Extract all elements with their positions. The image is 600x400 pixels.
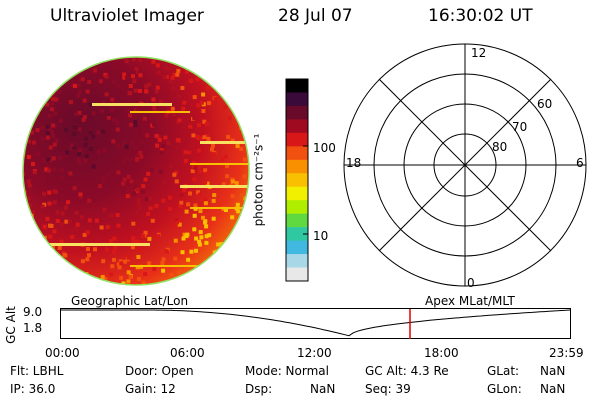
dsp-value: NaN [310,382,336,396]
colorbar-unit-label: photon cm⁻²s⁻¹ [251,133,266,227]
timeline-left-label: Geographic Lat/Lon [71,294,189,308]
lat-label-70: 70 [512,120,528,134]
colorbar-tick-10: 10 [313,229,329,243]
imager-title: Ultraviolet Imager [50,6,204,26]
colorbar-tick-100: 100 [313,141,336,155]
timeline-xtick-0000: 00:00 [45,346,80,360]
lat-label-80: 80 [492,140,508,154]
timeline-xtick-2359: 23:59 [549,346,584,360]
date-label: 28 Jul 07 [278,6,353,26]
glon-label: GLon: [487,382,522,396]
timeline-xtick-0600: 06:00 [170,346,205,360]
mlt-label-6: 6 [576,156,584,170]
glat-value: NaN [540,364,566,378]
timeline-ytick-bottom: 1.8 [23,321,43,335]
timeline-xtick-1800: 18:00 [424,346,459,360]
door-info: Door: Open [125,364,194,378]
timeline-axis-title: GC Alt [3,306,18,344]
timeline-xtick-1200: 12:00 [297,346,332,360]
mode-info: Mode: Normal [245,364,329,378]
polar-grid [343,43,587,287]
timeline-ytick-top: 9.0 [23,305,43,319]
dsp-label: Dsp: [245,382,273,396]
glon-value: NaN [540,382,566,396]
time-label: 16:30:02 UT [428,6,533,26]
mlt-label-12: 12 [471,46,487,60]
mlt-label-18: 18 [346,156,362,170]
altitude-timeline [60,308,571,339]
filter-info: Flt: LBHL [10,364,64,378]
colorbar [285,78,309,282]
glat-label: GLat: [487,364,520,378]
gain-info: Gain: 12 [125,382,176,396]
uv-earth-image [22,56,250,286]
gc-alt-info: GC Alt: 4.3 Re [365,364,449,378]
seq-info: Seq: 39 [365,382,411,396]
lat-label-60: 60 [537,97,553,111]
mlt-label-0: 0 [467,276,475,290]
timeline-right-label: Apex MLat/MLT [425,294,515,308]
ip-info: IP: 36.0 [10,382,56,396]
